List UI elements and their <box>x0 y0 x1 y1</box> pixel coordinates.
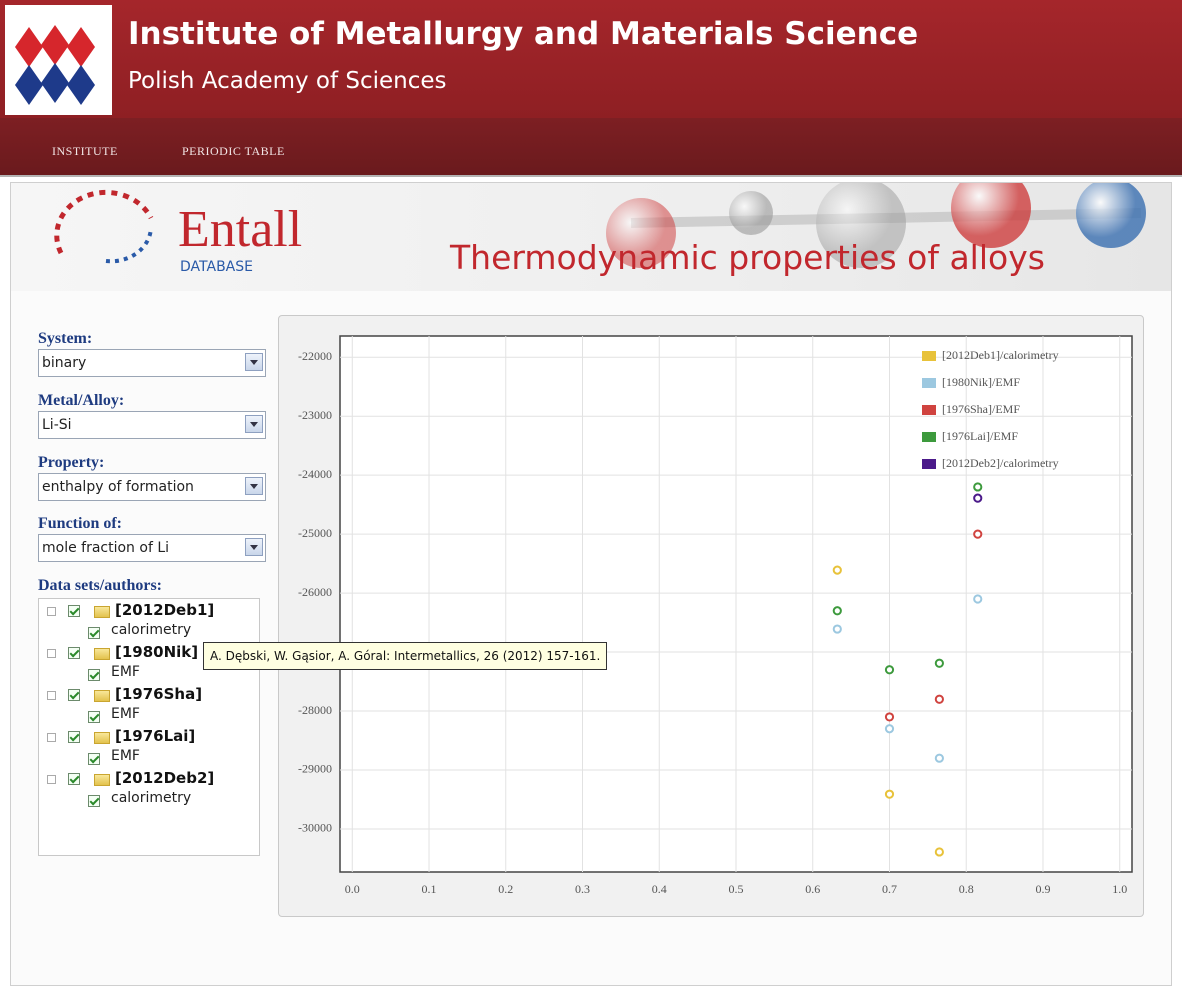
x-tick-label: 0.5 <box>729 882 744 896</box>
legend-swatch <box>922 459 936 469</box>
point <box>886 725 893 732</box>
point <box>886 666 893 673</box>
tooltip: A. Dębski, W. Gąsior, A. Góral: Intermet… <box>203 642 607 670</box>
x-tick-label: 0.1 <box>422 882 437 896</box>
legend-label: [2012Deb1]/calorimetry <box>942 348 1059 362</box>
point <box>974 483 981 490</box>
point <box>886 791 893 798</box>
select-value: Li-Si <box>39 417 72 433</box>
point <box>834 607 841 614</box>
legend-label: [2012Deb2]/calorimetry <box>942 456 1059 470</box>
field-label: Data sets/authors: <box>38 577 162 595</box>
select-value: enthalpy of formation <box>39 479 194 495</box>
select-box[interactable]: mole fraction of Li <box>38 534 266 562</box>
x-tick-label: 0.9 <box>1035 882 1050 896</box>
select-arrow[interactable] <box>245 415 263 433</box>
select-box[interactable]: binary <box>38 349 266 377</box>
legend-swatch <box>922 432 936 442</box>
y-tick-label: -25000 <box>298 526 332 540</box>
x-tick-label: 0.4 <box>652 882 667 896</box>
point <box>834 625 841 632</box>
y-tick-label: -30000 <box>298 821 332 835</box>
y-tick-label: -22000 <box>298 349 332 363</box>
x-tick-label: 1.0 <box>1112 882 1127 896</box>
field-label: System: <box>38 330 92 348</box>
point <box>834 566 841 573</box>
y-tick-label: -24000 <box>298 467 332 481</box>
point <box>936 696 943 703</box>
y-tick-label: -23000 <box>298 408 332 422</box>
x-tick-label: 0.6 <box>805 882 820 896</box>
select-value: mole fraction of Li <box>39 540 169 556</box>
field-label: Metal/Alloy: <box>38 392 124 410</box>
legend-label: [1976Sha]/EMF <box>942 402 1020 416</box>
field-label: Function of: <box>38 515 122 533</box>
y-tick-label: -29000 <box>298 762 332 776</box>
point <box>936 848 943 855</box>
point <box>974 595 981 602</box>
select-box[interactable]: Li-Si <box>38 411 266 439</box>
x-tick-label: 0.0 <box>345 882 360 896</box>
legend-label: [1980Nik]/EMF <box>942 375 1020 389</box>
legend-swatch <box>922 351 936 361</box>
field-label: Property: <box>38 454 104 472</box>
point <box>936 755 943 762</box>
legend-label: [1976Lai]/EMF <box>942 429 1018 443</box>
x-tick-label: 0.8 <box>959 882 974 896</box>
point <box>886 713 893 720</box>
point <box>936 660 943 667</box>
select-box[interactable]: enthalpy of formation <box>38 473 266 501</box>
y-tick-label: -28000 <box>298 703 332 717</box>
select-arrow[interactable] <box>245 353 263 371</box>
select-arrow[interactable] <box>245 538 263 556</box>
page: Institute of Metallurgy and Materials Sc… <box>0 0 1182 990</box>
x-tick-label: 0.3 <box>575 882 590 896</box>
legend-swatch <box>922 405 936 415</box>
x-tick-label: 0.7 <box>882 882 897 896</box>
point <box>974 495 981 502</box>
x-tick-label: 0.2 <box>498 882 513 896</box>
legend-swatch <box>922 378 936 388</box>
y-tick-label: -26000 <box>298 585 332 599</box>
point <box>974 531 981 538</box>
select-arrow[interactable] <box>245 477 263 495</box>
select-value: binary <box>39 355 86 371</box>
